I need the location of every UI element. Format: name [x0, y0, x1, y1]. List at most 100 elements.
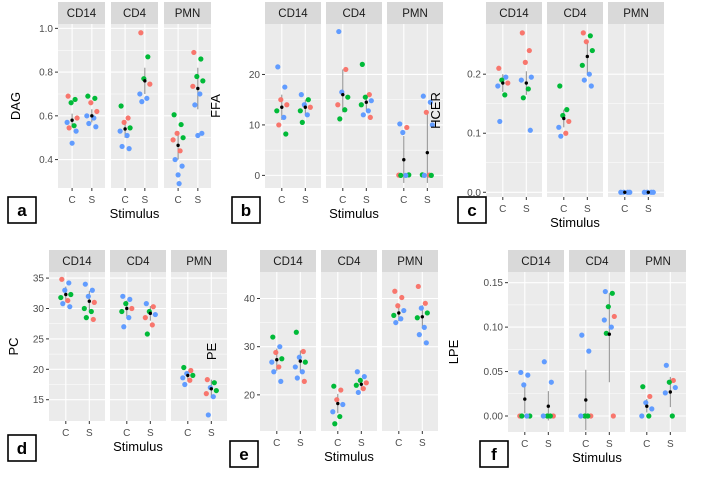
data-point [297, 108, 303, 114]
data-point [608, 324, 614, 330]
data-point [365, 108, 371, 114]
facet-strip [58, 2, 105, 24]
data-point [121, 119, 127, 125]
mean-marker [275, 357, 279, 362]
data-point [305, 97, 311, 103]
data-point [557, 83, 563, 89]
mean-marker [359, 382, 364, 386]
y-tick-label: 1.0 [39, 24, 53, 35]
x-axis-title: Stimulus [113, 439, 163, 454]
data-point [293, 329, 299, 335]
mean-marker [397, 311, 401, 315]
data-point [181, 364, 187, 371]
data-point [518, 77, 524, 83]
facet-pmn: PMN C S [608, 2, 664, 215]
data-point [190, 372, 196, 378]
data-point [171, 112, 177, 118]
panel-letter-box [479, 440, 509, 468]
data-point [330, 409, 336, 415]
x-tick-label: S [424, 195, 431, 206]
data-point [195, 132, 201, 139]
data-point [178, 121, 184, 128]
data-point [125, 115, 131, 121]
facet-panel [49, 272, 105, 421]
panel-letter: f [491, 445, 497, 464]
data-point [198, 56, 204, 62]
data-point [182, 381, 188, 388]
data-point [194, 73, 200, 80]
mean-marker [646, 190, 651, 194]
data-point [415, 283, 421, 290]
data-point [399, 294, 405, 301]
data-point [93, 124, 99, 130]
facet-strip-label: PMN [645, 256, 671, 268]
data-point [424, 310, 430, 316]
panel-letter-box [231, 196, 261, 224]
mean-marker [364, 100, 369, 104]
data-point [88, 100, 94, 106]
mean-marker [143, 79, 147, 83]
facet-strip-label: PMN [175, 8, 201, 20]
data-point [142, 315, 148, 321]
data-point [174, 130, 180, 136]
data-point [147, 81, 153, 87]
x-tick-label: S [584, 204, 591, 215]
data-point [524, 413, 530, 419]
data-point [117, 128, 123, 134]
data-point [362, 94, 368, 100]
data-point [355, 389, 361, 396]
facet-cd14: CD14 C S [58, 2, 105, 206]
data-point [666, 379, 672, 385]
data-point [343, 66, 349, 73]
facet-cd14: CD14 C S [508, 250, 564, 450]
data-point [91, 299, 97, 306]
data-point [610, 413, 616, 419]
facet-pmn: PMN C S [171, 250, 227, 439]
data-point [518, 369, 524, 376]
facet-panel [111, 24, 158, 188]
data-point [59, 276, 65, 282]
data-point [83, 315, 89, 321]
facet-strip [508, 250, 564, 272]
data-point [179, 163, 185, 169]
data-point [67, 304, 73, 310]
data-point [275, 64, 281, 70]
y-tick-label: 25 [33, 334, 45, 345]
data-point [126, 146, 132, 152]
x-tick-label: S [523, 204, 530, 215]
data-point [302, 359, 308, 365]
facet-cd14: CD14 C S [265, 2, 321, 206]
x-tick-label: S [89, 195, 96, 206]
data-point [503, 74, 509, 80]
mean-marker [425, 150, 430, 155]
data-point [497, 118, 503, 125]
data-point [650, 189, 656, 195]
mean-marker [298, 359, 303, 363]
data-point [345, 94, 351, 100]
x-tick-label: C [68, 195, 75, 206]
facet-panel [326, 24, 382, 188]
data-point [86, 120, 92, 127]
data-point [299, 369, 305, 375]
data-point [126, 315, 132, 321]
data-point [332, 421, 338, 427]
data-point [199, 130, 205, 136]
facet-pmn: PMN C S [164, 2, 211, 206]
data-point [422, 300, 428, 306]
x-tick-label: C [184, 428, 191, 439]
data-point [84, 113, 90, 119]
data-point [276, 122, 282, 128]
y-tick-label: 20 [33, 365, 45, 376]
data-point [205, 412, 211, 418]
facet-strip [265, 2, 321, 24]
y-tick-label: 0.6 [39, 111, 53, 122]
facet-strip [260, 250, 316, 272]
data-point [137, 91, 143, 97]
facet-strip-label: CD4 [563, 8, 587, 20]
data-point [418, 305, 424, 311]
data-point [361, 373, 367, 380]
data-point [191, 49, 197, 56]
mean-marker [402, 158, 406, 162]
x-axis-title: Stimulus [550, 215, 600, 230]
